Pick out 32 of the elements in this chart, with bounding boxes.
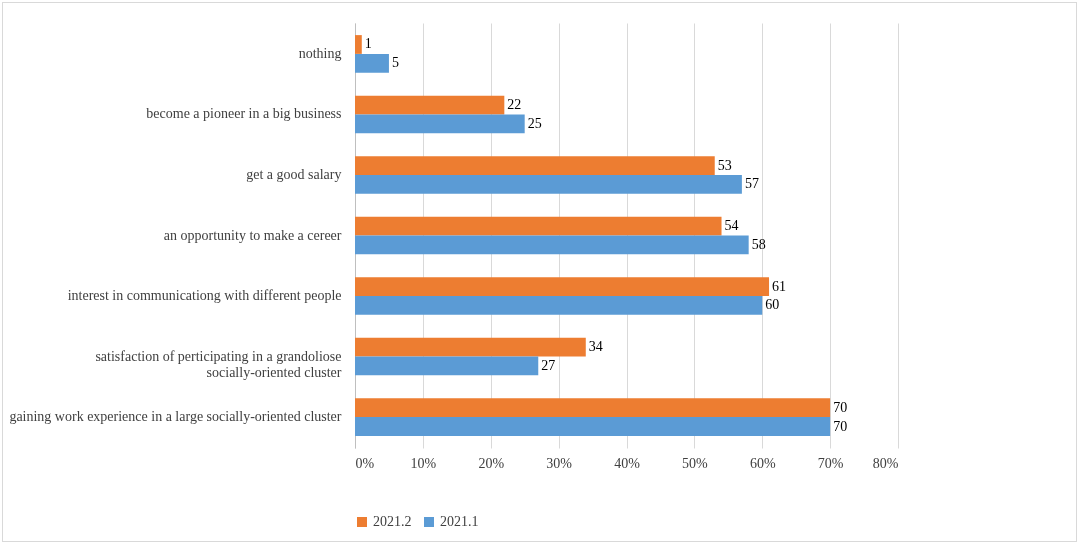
data-label: 27 [541,357,556,373]
x-tick-label: 20% [478,455,505,471]
data-label: 22 [507,97,522,113]
x-tick-label: 80% [872,455,899,471]
y-tick-label: get a good salary [246,166,342,182]
y-tick-label: become a pioneer in a big business [146,106,342,122]
data-label: 5 [391,55,399,71]
data-label: 70 [833,399,848,415]
x-tick-label: 40% [614,455,641,471]
data-label: 34 [588,339,603,355]
y-tick-label: an opportunity to make a cereer [163,227,342,243]
y-tick-label: nothing [298,45,342,61]
legend-label: 2021.1 [440,514,479,529]
x-tick-label: 60% [749,455,776,471]
y-tick-label: satisfaction of perticipating in a grandoliose socially-oriented cluster [95,348,342,380]
data-label: 54 [724,218,739,234]
data-label: 57 [744,176,759,192]
x-tick-label: 30% [546,455,573,471]
data-label: 53 [717,157,732,173]
x-tick-label: 70% [817,455,844,471]
legend-label: 2021.2 [373,514,412,529]
data-label: 61 [772,278,787,294]
data-label: 25 [527,115,542,131]
x-tick-label: 0% [355,455,375,471]
data-label: 60 [765,297,780,313]
y-tick-label: gaining work experience in a large socially-oriented cluster [9,409,342,425]
x-tick-label: 10% [410,455,437,471]
x-tick-label: 50% [682,455,709,471]
data-label: 1 [364,36,372,52]
data-label: 58 [751,236,766,252]
y-tick-label: interest in communicationg with different people [67,288,342,304]
data-label: 70 [833,418,848,434]
